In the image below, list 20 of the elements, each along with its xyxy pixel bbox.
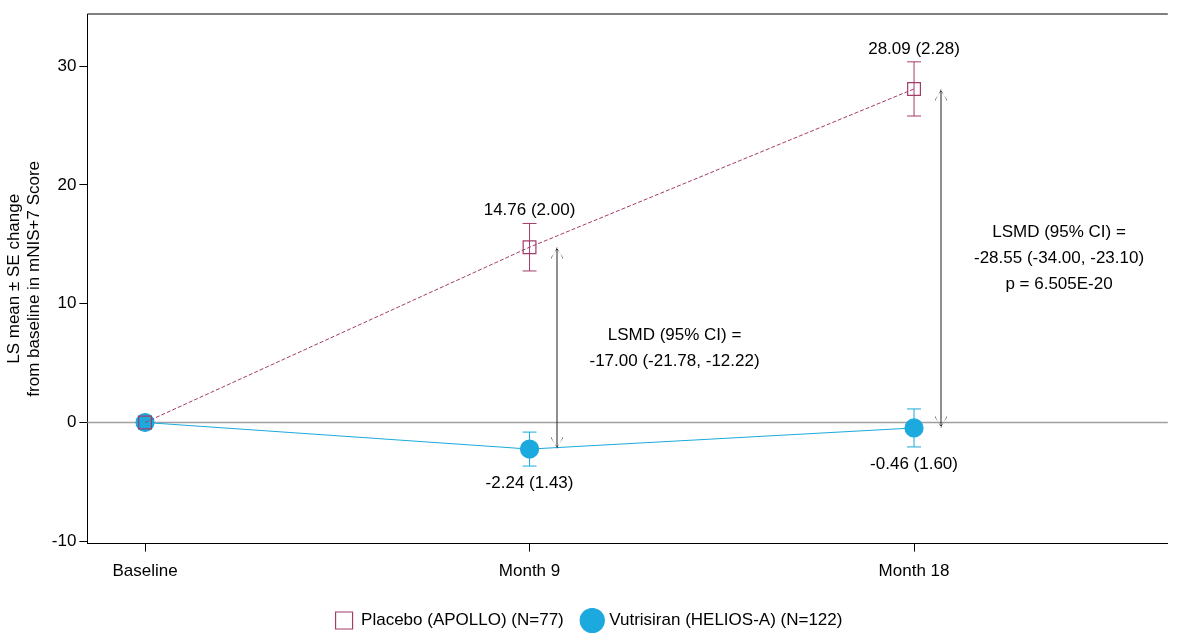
annotation: LSMD (95% CI) = -28.55 (-34.00, -23.10) p = 6.505E-20 xyxy=(973,222,1145,294)
legend-label: Placebo (APOLLO) (N=77) xyxy=(361,610,564,630)
point xyxy=(522,240,537,255)
annotation: LSMD (95% CI) = -17.00 (-21.78, -12.22) xyxy=(589,324,760,370)
y-tick-label: 30 xyxy=(57,55,77,75)
legend-label: Vutrisiran (HELIOS-A) (N=122) xyxy=(609,610,843,630)
data-label: -0.46 (1.60) xyxy=(870,453,958,473)
y-tick-label: -10 xyxy=(51,530,77,550)
point xyxy=(907,81,921,96)
point xyxy=(519,439,540,459)
x-tick-label: Baseline xyxy=(112,561,178,581)
data-label: 28.09 (2.28) xyxy=(868,38,960,58)
x-tick-label: Month 9 xyxy=(498,561,561,581)
x-tick-label: Month 18 xyxy=(878,561,950,581)
y-tick-label: 10 xyxy=(57,293,77,313)
data-label: 14.76 (2.00) xyxy=(483,200,576,220)
y-axis-title: LS mean ± SE change from baseline in mNIS+7 Score xyxy=(3,160,44,397)
data-label: -2.24 (1.43) xyxy=(485,473,574,493)
y-tick-label: 0 xyxy=(66,412,77,432)
y-tick-label: 20 xyxy=(57,174,77,194)
